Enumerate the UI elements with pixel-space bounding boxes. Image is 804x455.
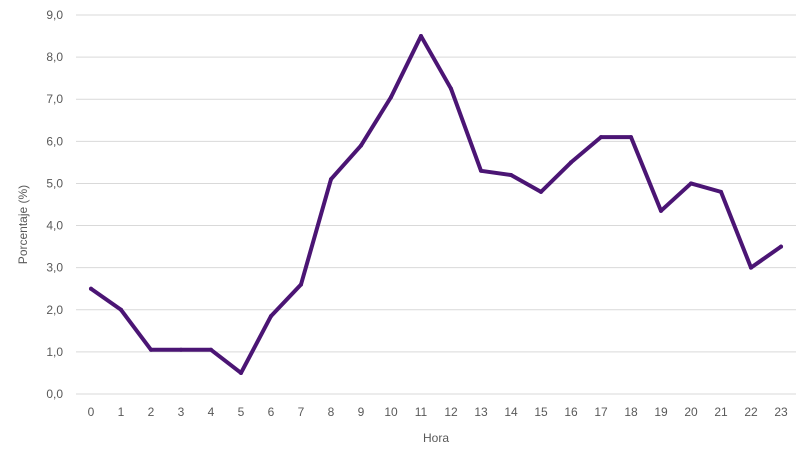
y-axis-ticks: 0,0 1,0 2,0 3,0 4,0 5,0 6,0 7,0 8,0 9,0: [46, 8, 63, 401]
x-tick-label: 5: [238, 405, 245, 419]
data-point: [419, 34, 423, 39]
y-tick-label: 4,0: [46, 219, 63, 233]
x-tick-label: 16: [564, 405, 578, 419]
series-line: [89, 34, 783, 375]
x-tick-label: 8: [328, 405, 335, 419]
x-tick-label: 23: [774, 405, 788, 419]
data-point: [119, 307, 123, 312]
data-point: [209, 347, 213, 352]
data-point: [479, 168, 483, 173]
x-tick-label: 12: [444, 405, 458, 419]
x-tick-label: 3: [178, 405, 185, 419]
data-point: [239, 370, 243, 375]
x-tick-label: 20: [684, 405, 698, 419]
x-tick-label: 18: [624, 405, 638, 419]
data-point: [359, 143, 363, 148]
x-tick-label: 11: [415, 405, 428, 419]
y-tick-label: 6,0: [46, 134, 63, 148]
data-point: [569, 160, 573, 165]
y-tick-label: 1,0: [46, 345, 63, 359]
data-point: [539, 189, 543, 194]
x-tick-label: 22: [744, 405, 758, 419]
series-layer: [89, 34, 783, 375]
x-tick-label: 6: [268, 405, 275, 419]
data-point: [179, 347, 183, 352]
y-tick-label: 8,0: [46, 50, 63, 64]
x-tick-label: 0: [88, 405, 95, 419]
x-tick-label: 14: [504, 405, 518, 419]
x-tick-label: 17: [594, 405, 608, 419]
x-axis-title: Hora: [423, 431, 449, 445]
data-point: [269, 314, 273, 319]
x-tick-label: 1: [118, 405, 125, 419]
gridlines: [76, 14, 796, 395]
x-tick-label: 2: [148, 405, 155, 419]
x-tick-label: 4: [208, 405, 215, 419]
data-point: [629, 135, 633, 140]
data-point: [779, 244, 783, 249]
x-tick-label: 9: [358, 405, 365, 419]
data-point: [689, 181, 693, 186]
data-point: [719, 189, 723, 194]
x-tick-label: 21: [714, 405, 728, 419]
x-tick-label: 19: [654, 405, 668, 419]
x-tick-label: 10: [384, 405, 398, 419]
x-tick-label: 7: [298, 405, 305, 419]
x-tick-label: 13: [474, 405, 488, 419]
data-point: [149, 347, 153, 352]
y-tick-label: 3,0: [46, 261, 63, 275]
x-axis-ticks: 0 1 2 3 4 5 6 7 8 9 10 11 12 13 14 15 16 17 18 19 20 21 22 23: [88, 405, 788, 419]
data-point: [299, 282, 303, 287]
y-tick-label: 9,0: [46, 8, 63, 22]
data-point: [509, 173, 513, 178]
y-tick-label: 2,0: [46, 303, 63, 317]
data-point: [329, 177, 333, 182]
data-point: [599, 135, 603, 140]
x-tick-label: 15: [534, 405, 548, 419]
y-axis-title: Porcentaje (%): [16, 185, 30, 264]
data-point: [449, 86, 453, 91]
data-point: [659, 208, 663, 213]
data-point: [89, 286, 93, 291]
y-tick-label: 7,0: [46, 92, 63, 106]
data-point: [749, 265, 753, 270]
y-tick-label: 0,0: [46, 387, 63, 401]
data-point: [389, 95, 393, 100]
y-tick-label: 5,0: [46, 176, 63, 190]
